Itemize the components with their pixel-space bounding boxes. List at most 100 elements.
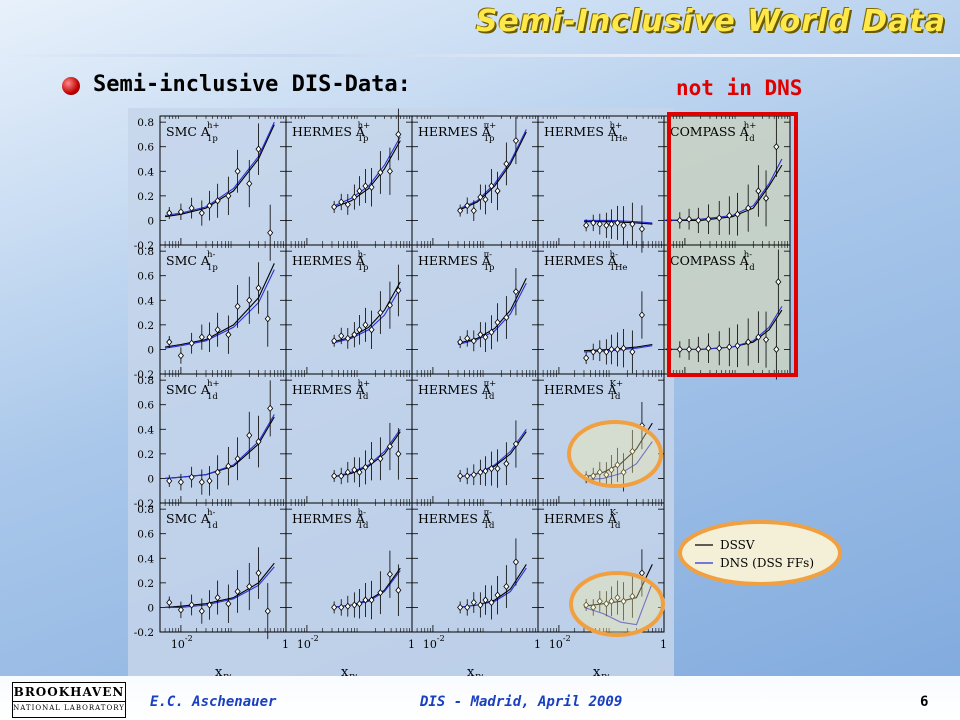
data-point [368,183,375,191]
x-tick-label-exp: -2 [563,634,571,643]
data-point [512,136,519,145]
data-point [377,589,384,597]
data-point [368,457,375,465]
panel-label-sup: h+ [207,379,220,389]
dssv-curve [165,263,275,348]
data-point [246,431,253,440]
panel-label-sub: 1d [484,392,495,402]
title-divider [0,54,960,57]
y-tick-label: 0.2 [137,191,154,203]
x-tick-label-exp: -2 [437,634,445,643]
y-tick-label: -0.2 [134,498,154,510]
panel-label: SMC A [166,124,211,139]
data-point [477,601,484,609]
data-point [583,221,590,229]
data-point [590,472,597,480]
data-point [603,348,610,356]
data-point [734,210,741,218]
data-point [267,229,274,237]
data-point [225,600,232,608]
data-point [214,197,221,205]
data-point [331,603,338,612]
data-point [395,130,402,139]
x-tick-label: 1 [282,638,289,651]
data-point [267,404,274,413]
x-tick-label-exp: -2 [185,634,193,643]
data-point [395,586,402,594]
panel-label: HERMES A [418,124,492,139]
data-point [638,311,645,319]
not-in-dns-note: not in DNS [676,76,802,100]
data-point [470,471,477,479]
data-point [225,462,232,470]
data-point [629,447,636,456]
bullet-icon [62,77,80,95]
data-point [482,596,489,604]
panel-label-sub: 1p [358,263,369,273]
data-point [166,338,173,346]
data-point [177,208,184,216]
data-point [331,203,338,211]
data-point [351,601,358,609]
dssv-curve [165,562,275,608]
data-point [590,348,597,356]
data-point [614,219,621,227]
panel-label-sup: h- [358,508,366,518]
dssv-curve [165,124,275,218]
data-point [629,348,636,356]
data-point [198,607,205,615]
dns-curve [584,219,653,224]
data-point [166,477,173,485]
data-point [464,202,471,210]
x-tick-label: 10 [423,638,437,651]
panel-label-sup: h+ [358,379,371,389]
data-point [188,204,195,212]
panel-label-sup: π- [484,250,493,260]
data-point [608,466,615,474]
panel-label-sub: 1d [207,521,218,531]
data-point [686,215,693,223]
panel-label: HERMES A [544,124,618,139]
panel-label: HERMES A [292,382,366,397]
data-point [686,345,693,354]
data-point [377,308,384,317]
data-point [494,464,501,473]
data-point [206,601,213,609]
data-point [620,344,627,352]
data-point [356,187,363,195]
data-point [638,225,645,233]
panel-1-4: COMPASS Ah- 1d [663,244,791,380]
data-point [620,468,627,476]
x-tick-label: 1 [534,638,541,651]
y-tick-label: -0.2 [134,627,154,639]
data-point [755,333,762,341]
data-point [726,343,733,351]
panel-label-sub: 1He [610,263,628,273]
panel-label: HERMES A [292,124,366,139]
x-tick-label: 10 [297,638,311,651]
data-point [470,598,477,607]
panel-2-0: SMC Ah+ 1d [159,373,287,504]
data-point [188,339,195,347]
panel-label: HERMES A [544,253,618,268]
data-point [488,182,495,190]
data-point [255,284,262,292]
panel-label: HERMES A [418,253,492,268]
data-point [695,216,702,225]
footer-author: E.C. Aschenauer [150,694,277,710]
panel-label-sup: h+ [610,121,623,131]
data-point [246,296,253,304]
panel-label: SMC A [166,253,211,268]
data-point [368,596,375,604]
data-point [338,603,345,612]
data-point [775,278,782,286]
legend-ellipse [678,520,842,586]
data-point [356,326,363,334]
kaon-plus-ellipse [567,420,663,488]
y-tick-label: 0.6 [137,400,154,412]
data-point [214,593,221,602]
data-point [246,582,253,591]
data-point [255,437,262,446]
data-point [494,187,501,195]
data-point [596,597,603,605]
